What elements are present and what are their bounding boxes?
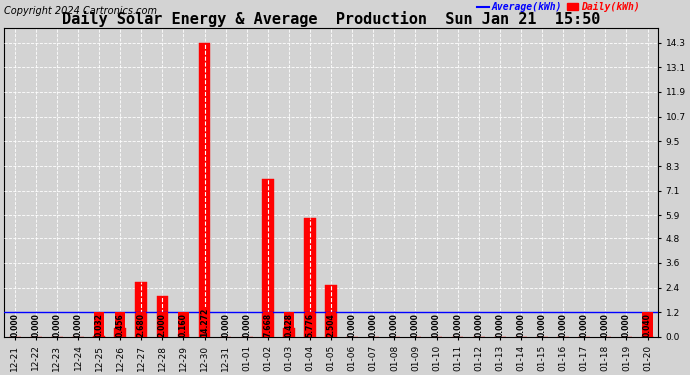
Text: 0.000: 0.000 xyxy=(432,313,441,336)
Text: 0.456: 0.456 xyxy=(116,313,125,336)
Text: Copyright 2024 Cartronics.com: Copyright 2024 Cartronics.com xyxy=(4,6,157,16)
Text: 0.160: 0.160 xyxy=(179,313,188,336)
Text: 0.032: 0.032 xyxy=(95,313,103,336)
Text: 0.000: 0.000 xyxy=(516,313,526,336)
Text: 0.000: 0.000 xyxy=(74,313,83,336)
Text: 0.000: 0.000 xyxy=(221,313,230,336)
Text: 14.272: 14.272 xyxy=(200,307,209,336)
Bar xyxy=(157,296,168,337)
Text: 0.000: 0.000 xyxy=(411,313,420,336)
Text: 0.000: 0.000 xyxy=(348,313,357,336)
Text: 0.040: 0.040 xyxy=(643,313,652,336)
Legend: Average(kWh), Daily(kWh): Average(kWh), Daily(kWh) xyxy=(477,2,640,12)
Text: 0.000: 0.000 xyxy=(52,313,61,336)
Text: 0.000: 0.000 xyxy=(31,313,40,336)
Bar xyxy=(93,336,105,337)
Text: 0.000: 0.000 xyxy=(453,313,462,336)
Text: 0.000: 0.000 xyxy=(369,313,378,336)
Bar xyxy=(262,179,274,337)
Bar xyxy=(135,282,147,337)
Text: 0.000: 0.000 xyxy=(242,313,251,336)
Text: 2.504: 2.504 xyxy=(326,313,335,336)
Bar xyxy=(199,43,210,337)
Text: 0.428: 0.428 xyxy=(284,312,293,336)
Bar xyxy=(642,336,653,337)
Text: 2.680: 2.680 xyxy=(137,312,146,336)
Text: 0.000: 0.000 xyxy=(10,313,19,336)
Bar xyxy=(177,334,189,337)
Text: 5.776: 5.776 xyxy=(306,312,315,336)
Text: 0.000: 0.000 xyxy=(580,313,589,336)
Bar xyxy=(283,328,295,337)
Text: 0.000: 0.000 xyxy=(495,313,504,336)
Text: 0.000: 0.000 xyxy=(390,313,399,336)
Text: 2.000: 2.000 xyxy=(158,313,167,336)
Text: 0.000: 0.000 xyxy=(474,313,483,336)
Text: 0.000: 0.000 xyxy=(538,313,546,336)
Bar xyxy=(325,285,337,337)
Text: 0.000: 0.000 xyxy=(622,313,631,336)
Bar xyxy=(304,218,316,337)
Text: 0.000: 0.000 xyxy=(559,313,568,336)
Text: 7.668: 7.668 xyxy=(264,312,273,336)
Title: Daily Solar Energy & Average  Production  Sun Jan 21  15:50: Daily Solar Energy & Average Production … xyxy=(62,11,600,27)
Bar xyxy=(115,327,126,337)
Text: 0.000: 0.000 xyxy=(601,313,610,336)
